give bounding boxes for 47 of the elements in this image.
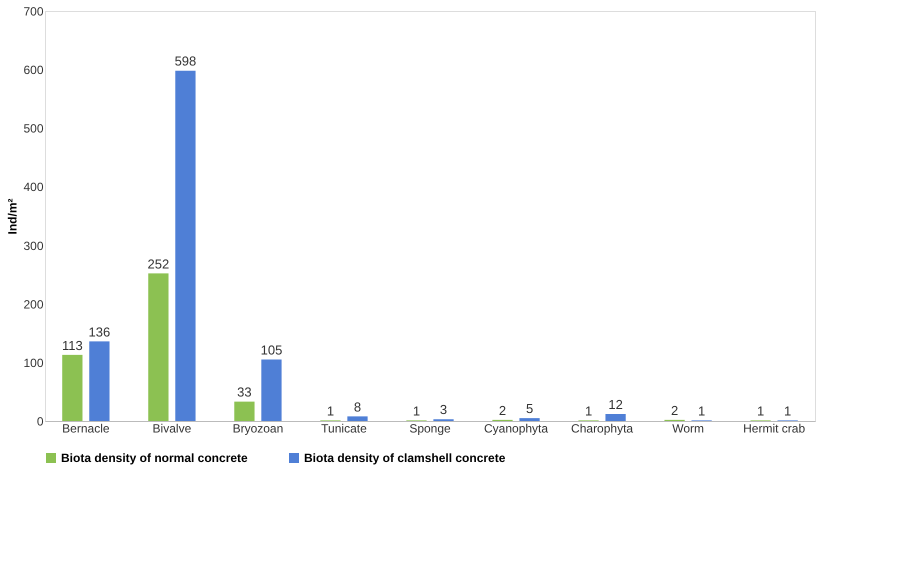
bar xyxy=(175,70,196,421)
y-tick-label: 400 xyxy=(23,180,44,194)
data-label: 1 xyxy=(784,403,792,418)
data-label: 2 xyxy=(670,402,678,418)
data-label: 1 xyxy=(584,403,592,418)
x-tick-label: Tunicate xyxy=(321,422,368,436)
data-label: 1 xyxy=(326,403,334,418)
y-tick-label: 300 xyxy=(23,238,44,253)
y-tick-label: 500 xyxy=(23,122,44,136)
x-tick-label: Hermit crab xyxy=(743,422,806,436)
x-tick-label: Sponge xyxy=(409,422,452,436)
legend-label: Biota density of normal concrete xyxy=(61,451,248,465)
data-label: 3 xyxy=(440,402,448,418)
bar xyxy=(148,273,169,421)
x-tick-label: Charophyta xyxy=(571,422,634,436)
bar xyxy=(347,416,368,421)
y-tick-label: 600 xyxy=(23,63,44,78)
data-label: 113 xyxy=(62,338,83,353)
y-tick-label: 0 xyxy=(36,414,44,428)
bar xyxy=(62,354,82,421)
data-label: 1 xyxy=(698,403,706,418)
y-axis-title: Ind/m² xyxy=(5,198,20,234)
data-label: 252 xyxy=(148,256,170,272)
y-tick-label: 700 xyxy=(23,4,44,18)
bar xyxy=(234,402,255,421)
bar xyxy=(261,360,282,421)
bar xyxy=(89,341,110,421)
bar xyxy=(519,418,540,421)
data-label: 1 xyxy=(412,403,420,418)
bar xyxy=(605,414,626,421)
x-tick-label: Bryozoan xyxy=(232,422,284,436)
x-tick-label: Cyanophyta xyxy=(484,422,548,436)
data-label: 12 xyxy=(608,396,623,412)
legend-label: Biota density of clamshell concrete xyxy=(304,451,506,465)
data-label: 1 xyxy=(756,403,764,418)
data-label: 105 xyxy=(260,342,282,358)
x-tick-label: Bivalve xyxy=(152,422,192,436)
x-tick-label: Bernacle xyxy=(62,422,110,436)
data-label: 2 xyxy=(498,402,506,418)
x-tick-label: Worm xyxy=(672,422,704,436)
data-label: 33 xyxy=(237,384,252,400)
data-label: 8 xyxy=(354,399,362,414)
data-label: 598 xyxy=(174,54,196,69)
y-tick-label: 100 xyxy=(23,356,44,370)
data-label: 136 xyxy=(88,324,110,340)
y-tick-label: 200 xyxy=(23,297,44,312)
data-label: 5 xyxy=(526,401,534,416)
